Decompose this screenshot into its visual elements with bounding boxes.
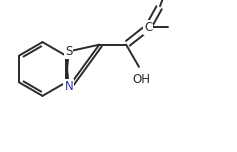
Text: N: N: [64, 80, 73, 93]
Text: C: C: [144, 21, 152, 34]
Text: OH: OH: [132, 73, 150, 86]
Text: S: S: [65, 45, 73, 58]
